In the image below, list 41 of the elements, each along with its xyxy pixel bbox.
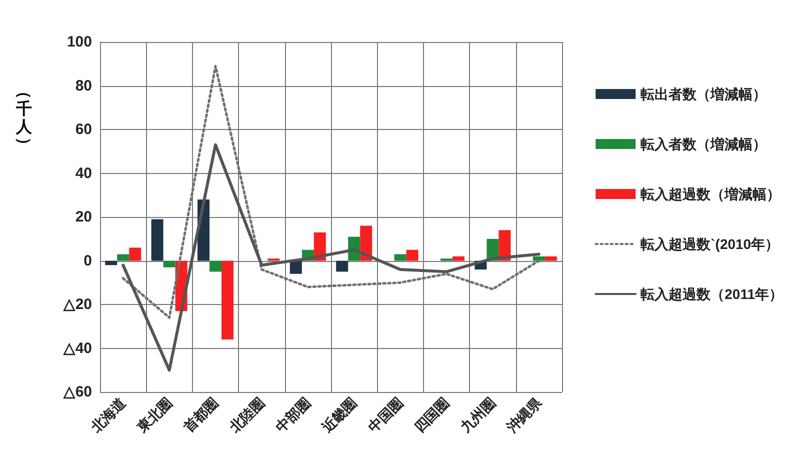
x-tick-label: 中国圏 xyxy=(364,394,406,436)
y-tick-label: △20 xyxy=(62,296,92,313)
y-tick-label: 0 xyxy=(84,252,92,270)
bar xyxy=(290,260,302,274)
legend-label: 転入者数（増減幅） xyxy=(640,136,767,152)
bar xyxy=(394,254,406,261)
y-tick-label: 20 xyxy=(75,208,92,226)
y-tick-label: 100 xyxy=(66,34,92,50)
bar xyxy=(532,256,545,261)
x-tick-label: 四国圏 xyxy=(411,394,452,436)
bar xyxy=(452,256,464,261)
bar xyxy=(544,256,557,261)
x-tick-label: 近畿圏 xyxy=(318,394,360,436)
y-tick-label: △40 xyxy=(62,340,92,357)
bar xyxy=(117,254,130,261)
legend-label: 転入超過数（2011年） xyxy=(640,286,784,302)
x-tick-label: 九州圏 xyxy=(456,394,498,436)
y-tick-label: 60 xyxy=(75,121,92,138)
line-series xyxy=(122,143,540,372)
bar xyxy=(406,250,418,261)
bar xyxy=(222,260,234,340)
bar xyxy=(336,260,348,272)
bar xyxy=(105,260,118,266)
x-tick-label: 中部圏 xyxy=(272,394,314,436)
legend-label: 転入超過数`(2010年） xyxy=(640,236,780,252)
legend-label: 転入超過数（増減幅） xyxy=(640,186,781,202)
x-tick-label: 沖縄県 xyxy=(502,394,546,436)
bar xyxy=(360,226,372,261)
legend-label: 転出者数（増減幅） xyxy=(640,86,767,102)
y-tick-label: 80 xyxy=(75,77,92,94)
bar xyxy=(210,260,222,272)
x-tick-label: 北陸圏 xyxy=(226,394,268,436)
bar xyxy=(498,230,511,261)
x-tick-label: 東北圏 xyxy=(133,394,175,436)
y-axis-title: （千人） xyxy=(14,82,34,155)
y-tick-label: △60 xyxy=(62,384,92,400)
y-tick-label: 40 xyxy=(75,164,92,182)
bar xyxy=(151,219,164,261)
bar xyxy=(163,260,176,268)
bar xyxy=(129,248,142,261)
x-tick-label: 首都圏 xyxy=(179,394,222,436)
